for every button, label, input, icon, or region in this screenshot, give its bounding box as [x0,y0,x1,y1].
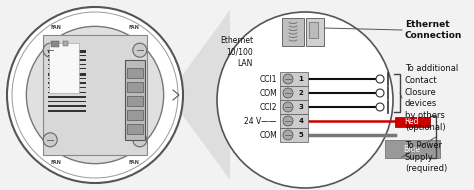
Circle shape [133,133,147,147]
Bar [48,82,86,85]
Bar [280,128,308,142]
Bar [395,117,430,127]
Text: 2: 2 [299,90,303,96]
Text: 3: 3 [299,104,303,110]
Circle shape [283,130,293,140]
Text: CCI1: CCI1 [259,74,277,83]
Bar [280,86,308,100]
Bar [48,110,86,112]
Text: COM: COM [259,89,277,97]
Circle shape [283,88,293,98]
Bar [48,55,86,57]
Polygon shape [181,10,230,180]
Bar [385,140,440,158]
Circle shape [283,74,293,84]
Text: Red: Red [405,117,419,127]
Circle shape [43,43,57,57]
Circle shape [27,26,164,164]
Bar [48,96,86,98]
Bar [282,18,304,46]
Bar [48,64,86,65]
Text: Ethernet
Connection: Ethernet Connection [405,20,462,40]
Text: 24 V——: 24 V—— [245,116,277,126]
Bar [48,59,86,62]
Bar [51,41,59,47]
Text: 5: 5 [299,132,303,138]
Circle shape [43,133,57,147]
Bar [48,50,86,51]
Circle shape [133,43,147,57]
Circle shape [376,103,384,111]
Bar [127,110,143,120]
Bar [127,124,143,134]
Bar [49,43,79,93]
Text: Blue: Blue [403,145,420,154]
Text: CCI2: CCI2 [259,102,277,112]
Circle shape [283,102,293,112]
Bar [48,101,86,102]
Bar [48,87,86,88]
Text: To additional
Contact
Closure
devices
by others
(optional): To additional Contact Closure devices by… [405,64,458,132]
Text: COM: COM [259,131,277,139]
Circle shape [217,12,393,188]
Text: To Power
Supply
(required): To Power Supply (required) [405,141,447,173]
Bar [48,68,86,70]
Bar [125,60,145,140]
Text: FAN: FAN [51,25,62,30]
Bar [280,114,308,128]
Circle shape [376,75,384,83]
Bar [306,18,324,46]
Text: 4: 4 [299,118,303,124]
Bar [48,73,86,76]
Text: FAN: FAN [128,25,139,30]
Text: FAN: FAN [51,160,62,165]
Text: Ethernet
10/100
LAN: Ethernet 10/100 LAN [220,36,253,68]
Bar [280,72,308,86]
Bar [309,22,318,38]
Circle shape [283,116,293,126]
Text: 1: 1 [299,76,303,82]
Bar [127,82,143,92]
Bar [63,41,68,46]
Bar [127,68,143,78]
Bar [43,35,147,155]
Bar [48,92,86,94]
Bar [48,105,86,108]
Bar [280,100,308,114]
Circle shape [7,7,183,183]
Bar [48,78,86,80]
Text: FAN: FAN [128,160,139,165]
Circle shape [376,89,384,97]
Bar [127,96,143,106]
